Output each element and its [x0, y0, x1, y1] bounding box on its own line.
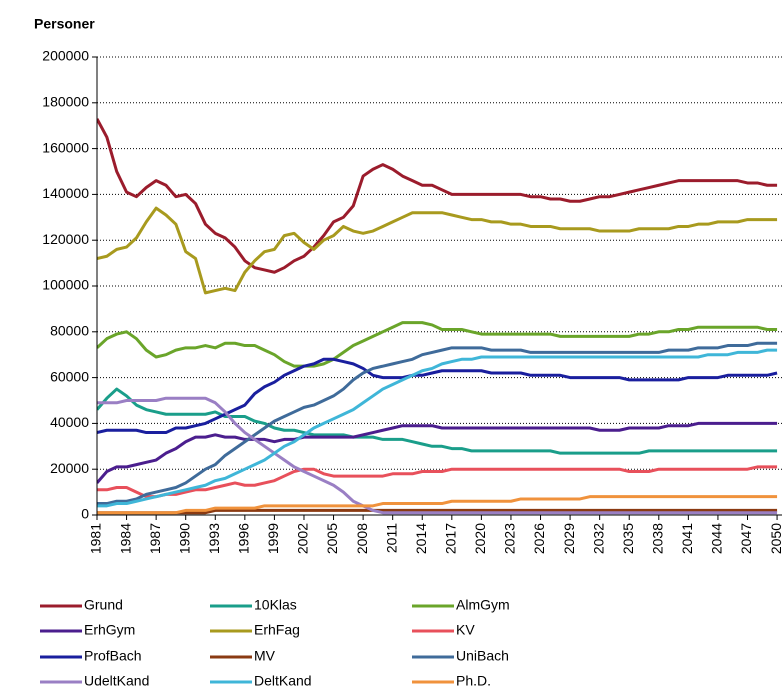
legend-label: 10Klas [254, 597, 297, 613]
series-line [97, 341, 778, 506]
x-tick-label: 2002 [295, 523, 311, 554]
legend-label: ErhGym [84, 622, 135, 638]
x-tick-label: 2011 [383, 523, 399, 553]
x-tick-label: 2023 [502, 523, 518, 554]
legend: Grund 10Klas AlmGym ErhGym ErhFag KV ProfBach M… [40, 597, 510, 689]
legend-label: AlmGym [456, 597, 510, 613]
y-tick-label: 20000 [50, 460, 89, 476]
x-tick-label: 1984 [117, 523, 133, 554]
legend-label: KV [456, 622, 475, 638]
legend-label: ProfBach [84, 648, 142, 664]
x-tick-label: 2032 [590, 523, 606, 554]
y-tick-label: 60000 [50, 368, 89, 384]
y-tick-label: 140000 [42, 185, 89, 201]
x-tick-label: 2041 [679, 523, 695, 554]
series-line [97, 421, 778, 484]
x-tick-label: 2017 [443, 523, 459, 554]
series-line [97, 396, 778, 515]
x-tick-label: 2008 [354, 523, 370, 554]
x-tick-label: 1990 [176, 523, 192, 554]
axes: 0 20000 40000 60000 80000 100000 120000 140000 1… [42, 48, 782, 554]
x-tick-label: 1987 [147, 523, 163, 554]
y-tick-label: 0 [81, 506, 89, 522]
legend-label: ErhFag [254, 622, 300, 638]
x-tick-label: 1981 [88, 523, 104, 554]
y-tick-label: 200000 [42, 48, 89, 64]
x-tick-label: 2029 [561, 523, 577, 554]
x-tick-label: 1996 [236, 523, 252, 554]
y-tick-label: 40000 [50, 414, 89, 430]
y-axis-title: Personer [34, 16, 95, 32]
x-tick-label: 2035 [620, 523, 636, 554]
series-line [97, 387, 778, 455]
series-line [97, 118, 778, 274]
grid [97, 56, 782, 470]
legend-label: DeltKand [254, 673, 312, 689]
series-line [97, 357, 778, 435]
series-line [97, 495, 778, 515]
x-tick-label: 1999 [265, 523, 281, 554]
x-tick-label: 2044 [709, 523, 725, 554]
plot-lines [97, 118, 778, 515]
y-tick-label: 100000 [42, 277, 89, 293]
x-tick-label: 2014 [413, 523, 429, 554]
series-line [97, 206, 778, 295]
series-line [97, 465, 778, 499]
x-tick-label: 2047 [738, 523, 754, 554]
series-line [97, 348, 778, 508]
legend-label: MV [254, 648, 276, 664]
y-tick-label: 80000 [50, 323, 89, 339]
x-tick-label: 1993 [206, 523, 222, 554]
legend-label: Ph.D. [456, 673, 491, 689]
legend-label: UdeltKand [84, 673, 149, 689]
x-tick-label: 2026 [531, 523, 547, 554]
series-line [97, 321, 778, 368]
series-line [97, 508, 778, 515]
y-tick-label: 180000 [42, 94, 89, 110]
y-tick-label: 160000 [42, 139, 89, 155]
y-tick-label: 120000 [42, 231, 89, 247]
x-tick-label: 2005 [324, 523, 340, 554]
legend-label: UniBach [456, 648, 509, 664]
x-tick-label: 2020 [472, 523, 488, 554]
x-tick-label: 2038 [650, 523, 666, 554]
x-tick-label: 2050 [768, 523, 782, 554]
legend-label: Grund [84, 597, 123, 613]
